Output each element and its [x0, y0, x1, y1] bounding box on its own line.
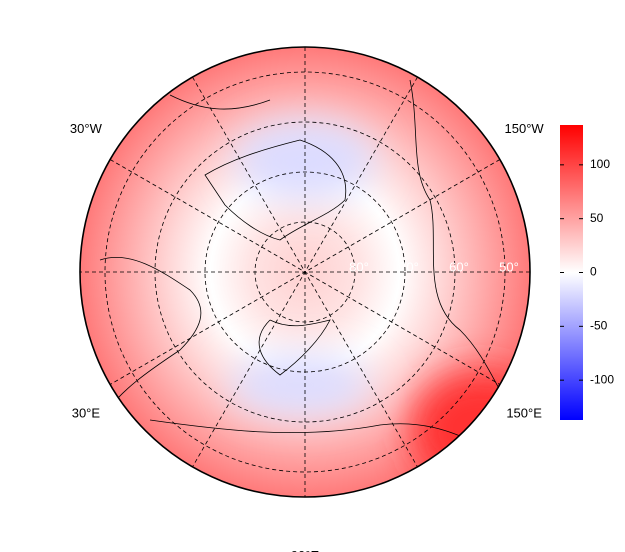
latitude-label: 70° [399, 259, 419, 274]
graticule [80, 47, 530, 497]
longitude-label: 30°W [70, 121, 103, 136]
colorbar [560, 125, 583, 420]
longitude-label: 150°E [506, 406, 542, 421]
longitude-label: 90°E [291, 548, 320, 552]
latitude-label: 60° [449, 259, 469, 274]
longitude-label: 30°E [72, 406, 101, 421]
latitude-circle [204, 171, 406, 373]
coastlines [99, 79, 521, 446]
latitude-circle [104, 71, 506, 473]
longitude-label: 150°W [505, 121, 545, 136]
colorbar-tick-label: 0 [590, 265, 597, 279]
latitude-circle [254, 221, 356, 323]
latitude-label: 80° [349, 259, 369, 274]
latitude-label: 50° [499, 259, 519, 274]
colorbar-tick-label: 100 [590, 157, 610, 171]
map-border [79, 46, 531, 498]
colorbar-tick-label: -100 [590, 372, 614, 386]
colorbar-tick-label: -50 [590, 319, 608, 333]
latitude-circle [154, 121, 456, 423]
colorbar-tick-label: 50 [590, 211, 604, 225]
